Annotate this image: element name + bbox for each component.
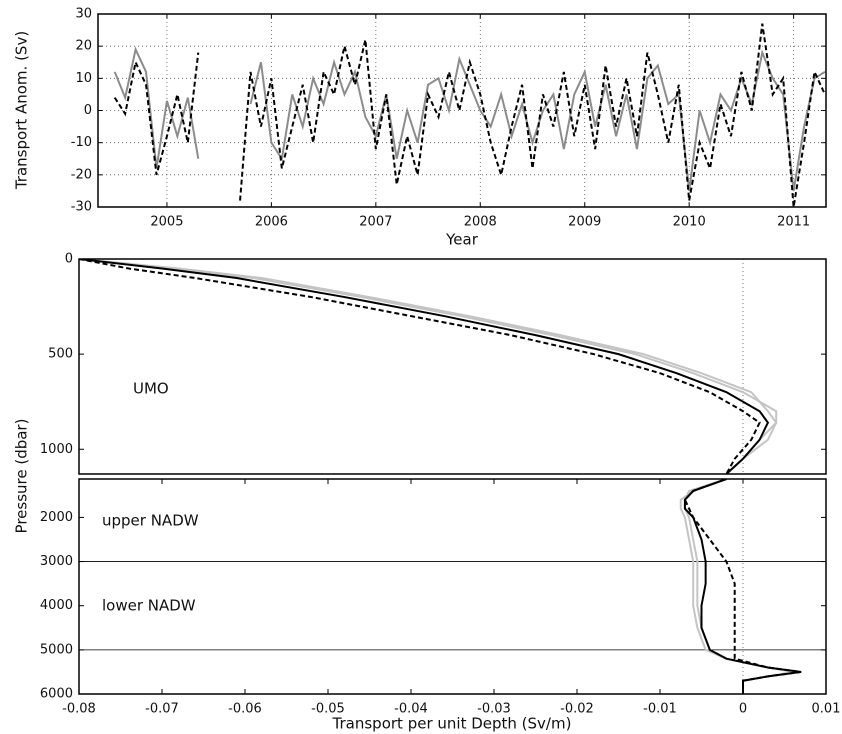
- series-line: [683, 479, 802, 694]
- y-axis-label: Pressure (dbar): [13, 419, 31, 534]
- y-tick-label: 5000: [40, 642, 73, 657]
- y-axis-label: Transport Anom. (Sv): [13, 31, 31, 190]
- plot-area: [679, 479, 802, 694]
- y-tick-label: 10: [75, 71, 92, 86]
- x-tick-label: 2005: [150, 215, 183, 230]
- x-tick-label: 2010: [673, 215, 706, 230]
- series-line: [79, 259, 761, 474]
- x-tick-label: -0.08: [62, 702, 96, 717]
- plot-area: [79, 259, 778, 474]
- x-tick-label: 2008: [464, 215, 497, 230]
- axes-frame: [78, 258, 827, 475]
- x-tick-label: 0.01: [812, 702, 841, 717]
- y-tick-label: 3000: [40, 554, 73, 569]
- x-axis-label: Year: [445, 231, 479, 249]
- x-tick-label: -0.01: [643, 702, 677, 717]
- x-tick-label: 2006: [255, 215, 288, 230]
- series-line: [79, 259, 778, 474]
- y-tick-label: 0: [65, 252, 73, 267]
- y-tick-label: 1000: [40, 442, 73, 457]
- y-tick-label: 6000: [40, 687, 73, 702]
- x-tick-label: -0.07: [145, 702, 179, 717]
- y-tick-label: 4000: [40, 598, 73, 613]
- x-tick-label: -0.02: [560, 702, 594, 717]
- x-tick-label: 2011: [777, 215, 810, 230]
- y-tick-label: 2000: [40, 510, 73, 525]
- x-tick-label: 2009: [568, 215, 601, 230]
- x-axis-label: Transport per unit Depth (Sv/m): [332, 715, 572, 733]
- y-tick-label: 20: [75, 39, 92, 54]
- y-tick-label: 0: [84, 103, 92, 118]
- x-tick-label: -0.05: [311, 702, 345, 717]
- axes-frame: [78, 478, 827, 695]
- x-tick-label: -0.03: [477, 702, 511, 717]
- axes-frame: [97, 13, 827, 208]
- series-line: [79, 259, 778, 474]
- plot-area: [113, 23, 826, 207]
- y-tick-label: -30: [71, 200, 92, 215]
- series-line: [79, 259, 770, 474]
- annotation: upper NADW: [102, 512, 199, 530]
- y-tick-label: 500: [48, 347, 73, 362]
- x-tick-label: -0.04: [394, 702, 428, 717]
- series-line: [113, 46, 826, 192]
- y-tick-label: -20: [71, 167, 92, 182]
- annotation: UMO: [133, 380, 169, 398]
- series-line: [113, 23, 826, 207]
- annotation: lower NADW: [102, 597, 196, 615]
- y-tick-label: 30: [75, 7, 92, 22]
- x-tick-label: 2007: [359, 215, 392, 230]
- x-tick-label: -0.06: [228, 702, 262, 717]
- y-tick-label: -10: [71, 135, 92, 150]
- x-tick-label: 0: [739, 702, 747, 717]
